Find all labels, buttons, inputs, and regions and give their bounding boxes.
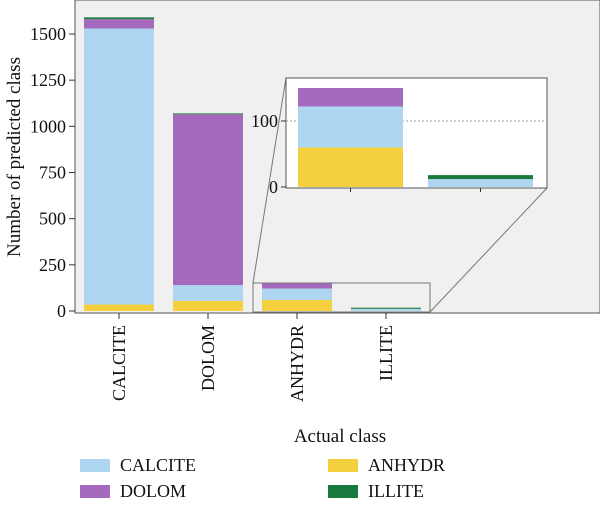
x-tick-label-anhydr: ANHYDR: [287, 325, 307, 402]
y-tick-label: 1250: [30, 70, 66, 90]
bar-dolom-anhydr: [173, 300, 243, 311]
bar-anhydr-calcite: [262, 288, 332, 300]
x-tick-label-illite: ILLITE: [376, 325, 396, 381]
legend-item-calcite: CALCITE: [80, 455, 196, 476]
bar-illite-calcite: [351, 308, 421, 311]
inset-bar-anhydr-dolom: [298, 88, 403, 107]
inset-y-tick-label: 100: [251, 111, 278, 131]
legend-swatch-illite: [328, 485, 358, 498]
inset-bar-anhydr-calcite: [298, 106, 403, 148]
y-axis-label: Number of predicted class: [4, 57, 25, 257]
legend-label-dolom: DOLOM: [120, 481, 186, 501]
main-bars: [84, 17, 421, 311]
legend-label-calcite: CALCITE: [120, 455, 196, 475]
y-tick-label: 0: [57, 301, 66, 321]
legend-swatch-anhydr: [328, 459, 358, 472]
bar-anhydr-anhydr: [262, 299, 332, 311]
legend-swatch-dolom: [80, 485, 110, 498]
inset-y-tick-label: 0: [269, 177, 278, 197]
legend-item-dolom: DOLOM: [80, 481, 186, 502]
inset-bar-illite-illite: [428, 175, 533, 180]
inset-bars: [298, 88, 533, 192]
y-tick-label: 500: [39, 209, 66, 229]
legend-item-illite: ILLITE: [328, 481, 424, 502]
inset-y-axis: 0 100: [251, 111, 286, 197]
y-tick-label: 750: [39, 163, 66, 183]
y-tick-label: 250: [39, 255, 66, 275]
bar-calcite-dolom: [84, 19, 154, 29]
x-axis: CALCITE DOLOM ANHYDR ILLITE: [109, 313, 396, 402]
zoom-connector-right: [429, 187, 548, 313]
legend-swatch-calcite: [80, 459, 110, 472]
x-tick-label-dolom: DOLOM: [198, 325, 218, 391]
zoom-connector-left: [252, 77, 287, 284]
legend: CALCITE ANHYDR DOLOM ILLITE: [80, 455, 580, 505]
bar-illite-illite: [351, 307, 421, 309]
inset-bar-anhydr-anhydr: [298, 147, 403, 187]
bar-calcite-anhydr: [84, 304, 154, 311]
bar-anhydr-dolom: [262, 283, 332, 289]
bar-calcite-calcite: [84, 28, 154, 305]
bar-dolom-dolom: [173, 114, 243, 286]
inset-bar-illite-calcite: [428, 179, 533, 187]
bar-dolom-calcite: [173, 285, 243, 301]
y-tick-label: 1500: [30, 24, 66, 44]
legend-label-anhydr: ANHYDR: [368, 455, 446, 475]
x-tick-label-calcite: CALCITE: [109, 325, 129, 401]
x-axis-label: Actual class: [294, 426, 386, 447]
bar-calcite-illite: [84, 17, 154, 20]
bar-dolom-illite: [173, 113, 243, 115]
legend-label-illite: ILLITE: [368, 481, 424, 501]
y-tick-label: 1000: [30, 116, 66, 136]
zoom-region: [252, 282, 431, 313]
legend-item-anhydr: ANHYDR: [328, 455, 445, 476]
y-axis: 0 250 500 750 1000 1250 1500: [30, 24, 75, 321]
